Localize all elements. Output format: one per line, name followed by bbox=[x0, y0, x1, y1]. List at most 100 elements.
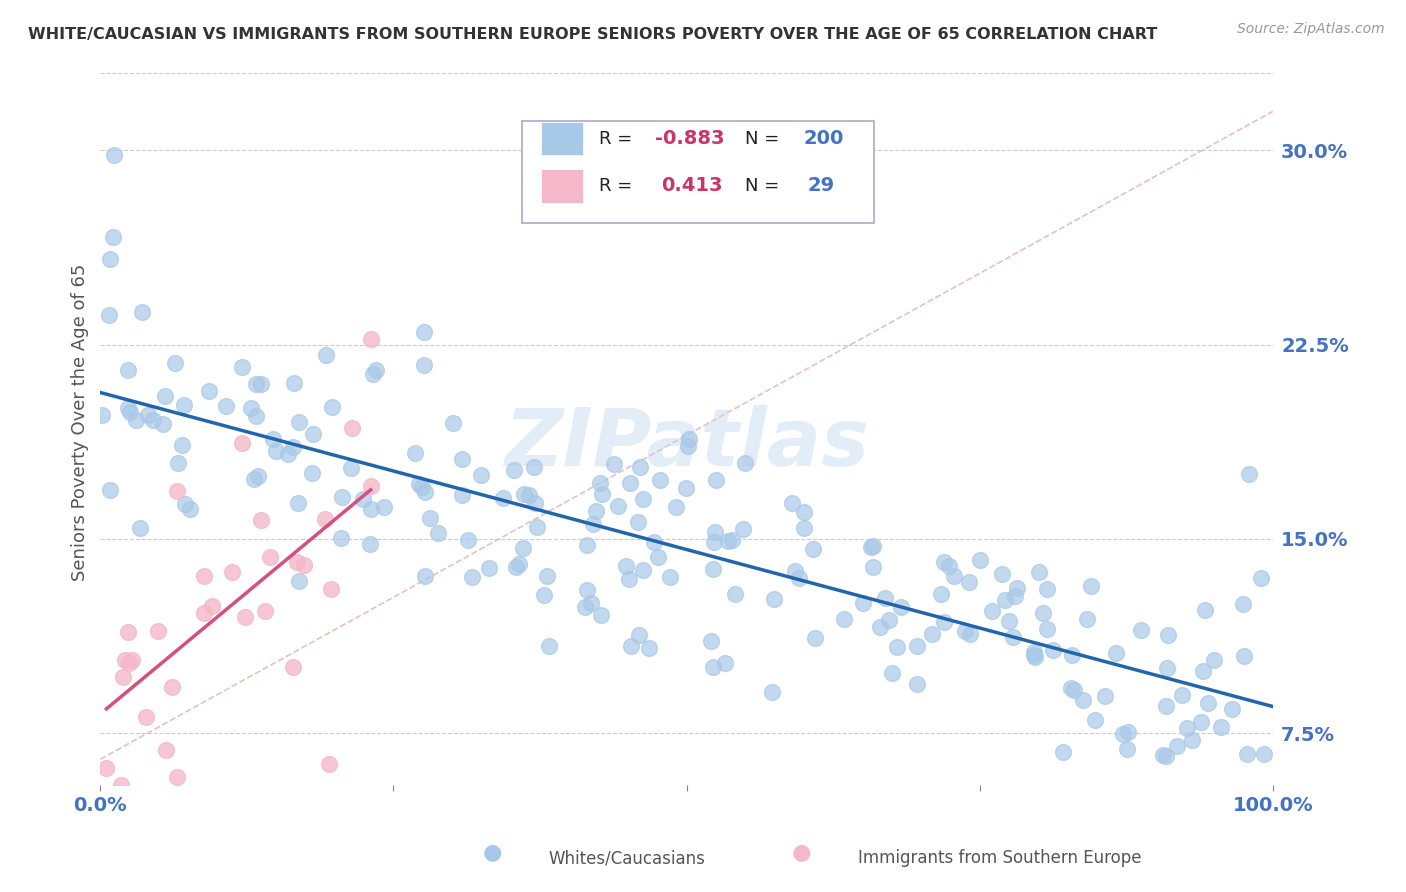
Point bbox=[155, 743, 177, 757]
Point bbox=[860, 541, 883, 555]
Point bbox=[110, 778, 132, 792]
Point bbox=[517, 488, 540, 502]
Point bbox=[360, 502, 382, 516]
Point bbox=[478, 560, 501, 574]
Point bbox=[575, 583, 598, 598]
Point bbox=[1209, 720, 1232, 734]
Point bbox=[714, 656, 737, 670]
Point bbox=[536, 569, 558, 583]
Point bbox=[1060, 681, 1083, 695]
Point bbox=[704, 525, 727, 540]
Point bbox=[619, 572, 641, 586]
Point bbox=[301, 466, 323, 480]
Point bbox=[503, 463, 526, 477]
Point bbox=[1253, 747, 1275, 762]
Point bbox=[512, 541, 534, 555]
Text: ●: ● bbox=[482, 842, 502, 862]
Point bbox=[614, 558, 637, 573]
Point bbox=[763, 592, 786, 607]
Point bbox=[880, 666, 903, 681]
Point bbox=[1204, 653, 1226, 667]
Point bbox=[125, 412, 148, 426]
Point bbox=[801, 541, 824, 556]
Point bbox=[1022, 645, 1045, 659]
Point bbox=[851, 596, 873, 610]
Point bbox=[231, 436, 253, 450]
Point bbox=[247, 468, 270, 483]
Point bbox=[155, 389, 177, 403]
Point bbox=[585, 504, 607, 518]
Text: 0.413: 0.413 bbox=[661, 177, 723, 195]
Point bbox=[631, 492, 654, 507]
Point bbox=[1171, 688, 1194, 702]
Point bbox=[1024, 650, 1046, 665]
Point bbox=[1063, 682, 1085, 697]
Point bbox=[136, 409, 159, 423]
Point bbox=[451, 488, 474, 502]
Point bbox=[1036, 622, 1059, 636]
Point bbox=[1129, 624, 1152, 638]
Point bbox=[117, 401, 139, 415]
Point bbox=[283, 660, 305, 674]
Point bbox=[239, 401, 262, 415]
Point bbox=[1042, 643, 1064, 657]
FancyBboxPatch shape bbox=[541, 122, 583, 155]
Point bbox=[932, 615, 955, 629]
Point bbox=[329, 531, 352, 545]
Point bbox=[173, 399, 195, 413]
Text: R =: R = bbox=[599, 177, 637, 195]
Point bbox=[214, 399, 236, 413]
Point bbox=[419, 511, 441, 525]
Point bbox=[1080, 579, 1102, 593]
Point bbox=[582, 516, 605, 531]
Point bbox=[591, 486, 613, 500]
Point bbox=[461, 570, 484, 584]
Point bbox=[678, 433, 700, 447]
Point bbox=[197, 384, 219, 399]
Point bbox=[959, 627, 981, 641]
Point bbox=[793, 505, 815, 519]
Text: ZIPatlas: ZIPatlas bbox=[503, 405, 869, 483]
Point bbox=[1112, 727, 1135, 741]
Point bbox=[522, 460, 544, 475]
Point bbox=[193, 606, 215, 620]
Point bbox=[287, 496, 309, 510]
Point bbox=[1166, 739, 1188, 754]
Point bbox=[702, 562, 724, 576]
Point bbox=[118, 656, 141, 670]
Point bbox=[508, 558, 530, 572]
Point bbox=[277, 447, 299, 461]
Text: Immigrants from Southern Europe: Immigrants from Southern Europe bbox=[858, 849, 1142, 867]
Point bbox=[413, 485, 436, 500]
Point bbox=[166, 770, 188, 784]
Point bbox=[294, 558, 316, 572]
Point bbox=[411, 480, 433, 494]
Point bbox=[1105, 646, 1128, 660]
Point bbox=[250, 376, 273, 391]
Point bbox=[734, 456, 756, 470]
Point bbox=[589, 475, 612, 490]
Point bbox=[953, 624, 976, 639]
Point bbox=[245, 377, 267, 392]
Point bbox=[704, 473, 727, 487]
Point bbox=[321, 401, 343, 415]
Point bbox=[352, 491, 374, 506]
Point bbox=[146, 624, 169, 639]
Point bbox=[117, 624, 139, 639]
Point bbox=[1239, 467, 1261, 482]
Point bbox=[163, 356, 186, 370]
Point bbox=[643, 535, 665, 549]
Point bbox=[330, 491, 353, 505]
Point bbox=[160, 680, 183, 694]
Point bbox=[793, 521, 815, 535]
Point bbox=[441, 416, 464, 430]
Point bbox=[285, 555, 308, 569]
Point bbox=[245, 409, 267, 423]
Point bbox=[703, 535, 725, 549]
Point bbox=[1094, 690, 1116, 704]
Point bbox=[619, 475, 641, 490]
Text: ●: ● bbox=[792, 842, 811, 862]
Point bbox=[702, 660, 724, 674]
Point bbox=[929, 587, 952, 601]
Text: Whites/Caucasians: Whites/Caucasians bbox=[548, 849, 706, 867]
